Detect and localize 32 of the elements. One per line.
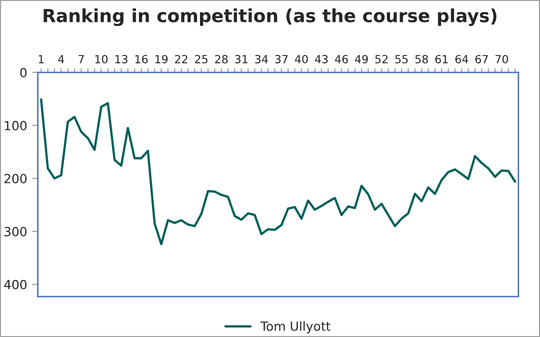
y-tick-label: 0 xyxy=(20,68,27,78)
x-tick-label: 10 xyxy=(95,54,108,64)
x-tick-label: 67 xyxy=(475,54,488,64)
x-tick-label: 46 xyxy=(334,54,348,64)
x-tick-label: 40 xyxy=(294,54,308,64)
x-tick-label: 61 xyxy=(435,54,448,64)
x-tick-label: 34 xyxy=(255,54,268,64)
x-tick-label: 64 xyxy=(455,54,468,64)
x-tick-label: 16 xyxy=(135,54,148,64)
y-tick-label: 200 xyxy=(4,174,27,184)
x-tick-label: 1 xyxy=(38,55,44,64)
y-tick-label: 300 xyxy=(4,226,27,236)
x-tick-label: 52 xyxy=(375,54,388,64)
y-tick-label: 400 xyxy=(4,280,27,290)
x-tick-label: 25 xyxy=(195,54,208,64)
y-tick-label: 100 xyxy=(4,120,27,130)
x-tick-label: 13 xyxy=(115,54,128,64)
x-tick-label: 7 xyxy=(78,55,84,64)
x-tick-label: 49 xyxy=(355,54,368,64)
x-tick-label: 37 xyxy=(275,54,288,64)
legend-label: Tom Ullyott xyxy=(260,321,330,334)
x-tick-label: 19 xyxy=(155,54,168,64)
x-tick-label: 70 xyxy=(496,54,508,64)
x-tick-label: 55 xyxy=(395,55,408,64)
x-tick-label: 4 xyxy=(58,55,64,64)
x-tick-label: 31 xyxy=(235,54,248,64)
x-tick-label: 22 xyxy=(175,54,188,64)
line-series xyxy=(40,98,516,246)
chart-title: Ranking in competition (as the course plays) xyxy=(44,8,496,26)
x-tick-label: 28 xyxy=(215,54,228,64)
x-tick-label: 43 xyxy=(314,54,328,64)
x-tick-label: 58 xyxy=(415,54,428,64)
